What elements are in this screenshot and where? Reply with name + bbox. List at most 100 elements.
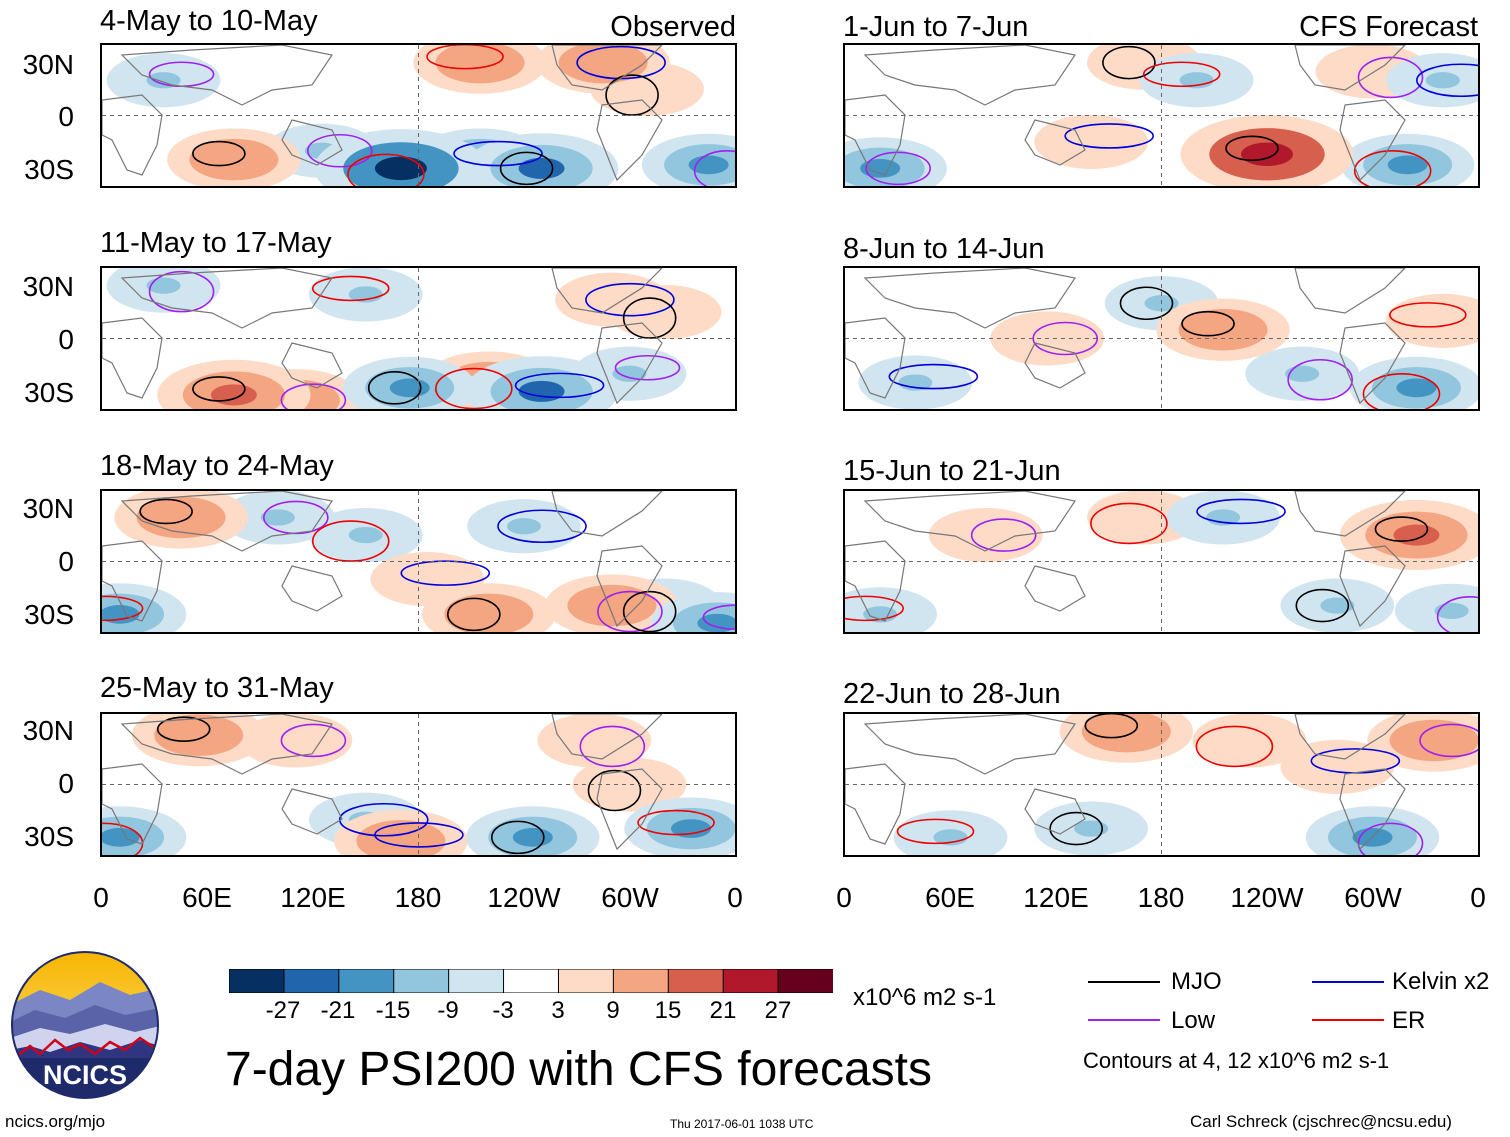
anomaly-core bbox=[697, 613, 735, 632]
coastline bbox=[1339, 322, 1406, 405]
wave-contour bbox=[435, 367, 513, 409]
wave-contour bbox=[1362, 373, 1441, 409]
colorbar-label: -15 bbox=[375, 997, 411, 1024]
anomaly-core bbox=[161, 508, 202, 527]
anomaly-core bbox=[1241, 142, 1293, 167]
site-url: ncics.org/mjo bbox=[5, 1112, 106, 1131]
contour-note: Contours at 4, 12 x10^6 m2 s-1 bbox=[1083, 1048, 1390, 1073]
colorbar-swatch bbox=[228, 968, 285, 994]
wave-contour bbox=[156, 716, 211, 742]
x-tick-180: 180 bbox=[394, 882, 442, 913]
coastline bbox=[1339, 768, 1406, 851]
coastline bbox=[845, 317, 906, 399]
colorbar-swatch bbox=[393, 968, 450, 994]
wave-contour bbox=[347, 153, 425, 186]
y-tick-30s: 30S bbox=[24, 599, 74, 630]
wave-contour bbox=[1295, 588, 1350, 623]
anomaly-core bbox=[1126, 509, 1161, 526]
legend-label-kelvin: Kelvin x2 bbox=[1392, 968, 1490, 995]
wave-contour bbox=[497, 509, 587, 544]
colorbar-swatch bbox=[667, 968, 725, 994]
coastline bbox=[1294, 268, 1406, 314]
wave-contour bbox=[1196, 498, 1286, 525]
wave-contour bbox=[693, 150, 735, 186]
wave-contour bbox=[845, 595, 904, 622]
anomaly-core bbox=[260, 509, 295, 526]
map-canvas bbox=[845, 45, 1478, 186]
coastline bbox=[596, 545, 663, 628]
map-canvas bbox=[102, 714, 735, 855]
wave-contour bbox=[865, 151, 931, 186]
colorbar-units: x10^6 m2 s-1 bbox=[853, 984, 997, 1011]
y-tick-eq: 0 bbox=[58, 324, 74, 355]
colorbar-label: -21 bbox=[320, 997, 356, 1024]
y-tick-30n: 30N bbox=[22, 715, 74, 746]
anomaly-core bbox=[389, 378, 430, 398]
coastline bbox=[845, 94, 906, 176]
anomaly-core bbox=[583, 53, 624, 72]
wave-contour bbox=[1049, 811, 1103, 846]
map-panel-observed-1 bbox=[100, 43, 737, 188]
wave-contour bbox=[1195, 725, 1274, 768]
coastline bbox=[281, 788, 343, 835]
colorbar-swatch bbox=[503, 968, 560, 994]
panel-title-observed-2: 11-May to 17-May bbox=[100, 227, 332, 259]
author-credit: Carl Schreck (cjschrec@ncsu.edu) bbox=[1190, 1112, 1452, 1131]
map-canvas bbox=[102, 268, 735, 409]
map-panel-forecast-3 bbox=[843, 489, 1480, 634]
wave-contour bbox=[1287, 358, 1353, 401]
wave-contour bbox=[1374, 516, 1429, 542]
anomaly-core bbox=[612, 365, 647, 382]
wave-contour bbox=[280, 723, 347, 758]
coastline bbox=[1294, 45, 1406, 91]
anomaly-core bbox=[178, 725, 219, 745]
anomaly-core bbox=[102, 605, 140, 624]
x-tick-180: 180 bbox=[1137, 882, 1185, 913]
wave-contour bbox=[514, 372, 605, 399]
colorbar-swatch bbox=[283, 968, 340, 994]
wave-contour bbox=[1142, 61, 1221, 88]
wave-contour bbox=[614, 354, 681, 381]
wave-contour bbox=[192, 376, 246, 402]
map-canvas bbox=[102, 491, 735, 632]
y-tick-eq: 0 bbox=[58, 101, 74, 132]
wave-contour bbox=[280, 383, 347, 409]
anomaly-core bbox=[1425, 72, 1460, 89]
ncics-logo: NCICS bbox=[10, 950, 160, 1100]
wave-contour bbox=[702, 604, 735, 630]
colorbar-label: 9 bbox=[606, 997, 620, 1024]
coastline bbox=[596, 322, 663, 405]
anomaly-core bbox=[1320, 597, 1355, 614]
wave-contour bbox=[1357, 822, 1424, 855]
x-tick-0-end: 0 bbox=[727, 882, 743, 913]
coastline bbox=[1294, 714, 1406, 760]
anomaly-core bbox=[968, 526, 1003, 544]
anomaly-core bbox=[278, 732, 313, 749]
colorbar-label: 27 bbox=[764, 997, 792, 1024]
wave-contour bbox=[192, 140, 246, 167]
wave-contour bbox=[426, 45, 504, 70]
anomaly-core bbox=[146, 277, 181, 294]
wave-contour bbox=[102, 595, 144, 622]
y-tick-30s: 30S bbox=[24, 821, 74, 852]
panel-title-observed-1: 4-May to 10-May bbox=[100, 5, 318, 37]
colorbar-label: -27 bbox=[265, 997, 301, 1024]
anomaly-core bbox=[468, 605, 509, 624]
colorbar-swatch bbox=[557, 968, 615, 994]
coastline bbox=[1024, 119, 1086, 166]
x-tick-120e: 120E bbox=[1023, 882, 1089, 913]
x-tick-60w: 60W bbox=[1344, 882, 1402, 913]
wave-contour bbox=[1181, 310, 1235, 337]
y-tick-30n: 30N bbox=[22, 493, 74, 524]
coastline bbox=[1339, 545, 1406, 628]
colorbar-label: -3 bbox=[492, 997, 514, 1024]
wave-contour bbox=[637, 809, 715, 836]
wave-contour bbox=[1353, 150, 1432, 186]
colorbar-swatch bbox=[777, 968, 834, 994]
anomaly-core bbox=[210, 384, 257, 406]
map-panel-observed-2 bbox=[100, 266, 737, 411]
anomaly-core bbox=[1203, 320, 1244, 340]
wave-contour bbox=[490, 820, 545, 855]
wave-contour bbox=[1419, 723, 1478, 758]
y-tick-30s: 30S bbox=[24, 377, 74, 408]
